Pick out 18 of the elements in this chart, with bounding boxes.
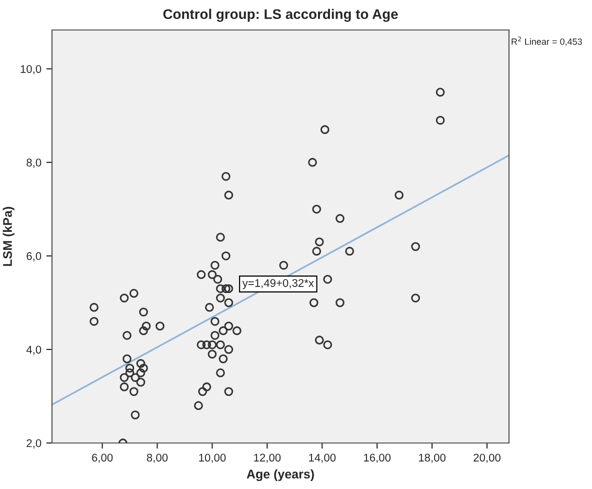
x-tick-label: 8,00 <box>146 454 168 463</box>
x-tick-label: 18,00 <box>419 454 446 463</box>
x-tick-label: 14,00 <box>309 454 336 463</box>
y-tick-label: 4,0 <box>26 346 42 355</box>
y-tick-label: 2,0 <box>26 439 42 448</box>
y-tick-label: 10,0 <box>20 65 42 74</box>
y-tick-label: 8,0 <box>26 158 42 168</box>
x-tick-label: 10,00 <box>199 454 226 463</box>
x-tick-label: 16,00 <box>364 454 391 463</box>
x-tick-label: 12,00 <box>254 454 281 463</box>
x-tick-label: 6,00 <box>92 454 113 463</box>
x-tick-label: 20,00 <box>474 454 500 463</box>
text: R$^{2}$ Linear = 0,453 <box>512 36 582 46</box>
chart-title: Control group: LS according to Age <box>163 8 398 22</box>
y-tick-label: 6,0 <box>26 252 42 262</box>
x-axis-title: Age (years) <box>246 469 314 482</box>
y-axis-title: LSM (kPa) <box>2 206 14 266</box>
annotation: y=1,49+0,32*x <box>242 279 314 290</box>
